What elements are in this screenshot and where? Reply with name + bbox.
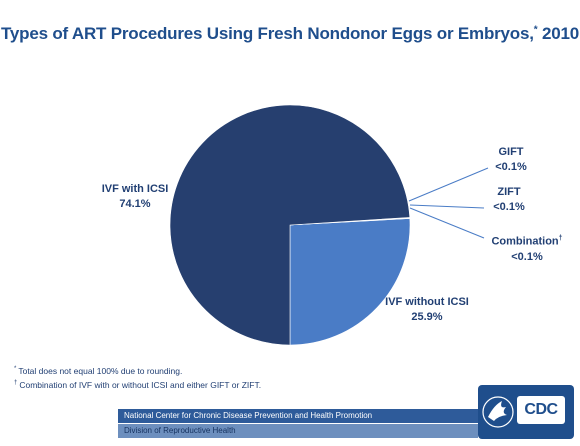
leader-line-zift bbox=[409, 204, 485, 209]
leader-line-combination bbox=[409, 207, 485, 239]
slice-label-gift: GIFT <0.1% bbox=[495, 146, 527, 173]
slice-label-combination: Combination† <0.1% bbox=[491, 235, 563, 263]
slice-label-ivf-without-icsi: IVF without ICSI 25.9% bbox=[385, 296, 469, 323]
chart-title: Types of ART Procedures Using Fresh Nond… bbox=[0, 24, 580, 43]
cdc-logo-text: CDC bbox=[517, 396, 565, 424]
banner-division-name: Division of Reproductive Health bbox=[118, 424, 478, 438]
pie-slice-ivf-without-icsi bbox=[289, 218, 411, 346]
footnote-rounding: * Total does not equal 100% due to roundi… bbox=[14, 365, 183, 376]
slice-label-ivf-with-icsi: IVF with ICSI 74.1% bbox=[101, 183, 169, 210]
pie-slice-ivf-with-icsi bbox=[169, 104, 411, 346]
footnote-combination: † Combination of IVF with or without ICSI… bbox=[14, 379, 262, 390]
leader-line-gift bbox=[408, 167, 489, 202]
slice-label-zift: ZIFT <0.1% bbox=[493, 186, 525, 213]
hhs-eagle-icon bbox=[482, 396, 514, 428]
cdc-logo: CDC bbox=[478, 385, 574, 439]
banner-center-name: National Center for Chronic Disease Prev… bbox=[118, 409, 478, 423]
